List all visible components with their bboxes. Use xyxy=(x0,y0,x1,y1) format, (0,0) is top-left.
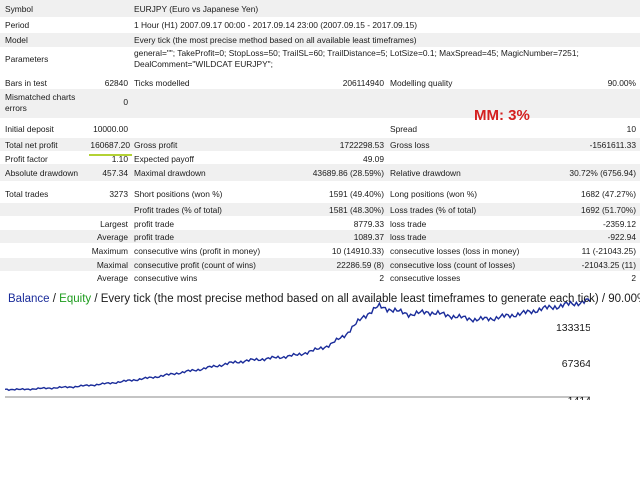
legend-balance: Balance xyxy=(8,293,50,305)
gross-loss-label: Gross loss xyxy=(390,140,430,150)
average-consecutive-label: Average xyxy=(96,273,128,283)
max-consecutive-losses-value: 11 (-21043.25) xyxy=(581,246,636,256)
symbol-label: Symbol xyxy=(5,4,33,14)
mm-annotation: MM: 3% xyxy=(474,107,530,124)
max-consecutive-wins-label: consecutive wins (profit in money) xyxy=(134,246,261,256)
y-tick-label: 133315 xyxy=(556,322,590,334)
average-label: Average xyxy=(96,232,128,242)
largest-profit-value: 8779.33 xyxy=(353,219,384,229)
chart-background xyxy=(5,292,590,400)
model-value: Every tick (the most precise method base… xyxy=(134,35,417,45)
ticks-value: 206114940 xyxy=(342,78,384,88)
profit-trades-value: 1581 (48.30%) xyxy=(329,205,384,215)
mismatch-label-2: errors xyxy=(5,103,27,113)
y-tick-label: 1414 xyxy=(568,395,590,400)
balance-chart: 133315 67364 1414 xyxy=(5,292,590,400)
largest-loss-value: -2359.12 xyxy=(602,219,636,229)
expected-payoff-value: 49.09 xyxy=(363,154,384,164)
deposit-label: Initial deposit xyxy=(5,124,54,134)
ticks-label: Ticks modelled xyxy=(134,78,190,88)
profit-factor-label: Profit factor xyxy=(5,154,48,164)
deposit-value: 10000.00 xyxy=(93,124,128,134)
absolute-drawdown-value: 457.34 xyxy=(102,168,128,178)
maximal-label: Maximal xyxy=(96,260,128,270)
relative-drawdown-label: Relative drawdown xyxy=(390,168,461,178)
gross-profit-value: 1722298.53 xyxy=(339,140,384,150)
maximal-consecutive-profit-value: 22286.59 (8) xyxy=(336,260,385,270)
maximal-consecutive-loss-value: -21043.25 (11) xyxy=(581,260,636,270)
max-consecutive-losses-label: consecutive losses (loss in money) xyxy=(390,246,520,256)
balance-line xyxy=(5,298,590,392)
short-positions-value: 1591 (49.40%) xyxy=(329,189,384,199)
spread-label: Spread xyxy=(390,124,418,134)
average-consecutive-losses-value: 2 xyxy=(631,273,636,283)
long-positions-label: Long positions (won %) xyxy=(390,189,478,199)
profit-factor-value: 1.10 xyxy=(111,154,128,164)
profit-trades-label: Profit trades (% of total) xyxy=(134,205,222,215)
average-consecutive-wins-value: 2 xyxy=(379,273,384,283)
y-tick-label: 67364 xyxy=(562,358,590,370)
legend-description: / Every tick (the most precise method ba… xyxy=(94,293,640,305)
maximum-label: Maximum xyxy=(91,246,128,256)
short-positions-label: Short positions (won %) xyxy=(134,189,223,199)
legend-separator: / xyxy=(52,293,56,305)
net-profit-value: 160687.20 xyxy=(90,140,130,150)
absolute-drawdown-label: Absolute drawdown xyxy=(5,168,79,178)
gross-loss-value: -1561611.33 xyxy=(589,140,636,150)
spread-value: 10 xyxy=(626,124,636,134)
symbol-value: EURJPY (Euro vs Japanese Yen) xyxy=(134,4,259,14)
net-profit-label: Total net profit xyxy=(5,140,58,150)
average-consecutive-wins-label: consecutive wins xyxy=(134,273,198,283)
period-value: 1 Hour (H1) 2007.09.17 00:00 - 2017.09.1… xyxy=(134,20,418,30)
chart-legend: Balance / Equity / Every tick (the most … xyxy=(8,293,640,305)
quality-value: 90.00% xyxy=(607,78,636,88)
loss-trades-label: Loss trades (% of total) xyxy=(390,205,477,215)
expected-payoff-label: Expected payoff xyxy=(134,154,194,164)
mismatch-value: 0 xyxy=(123,97,128,107)
relative-drawdown-value: 30.72% (6756.94) xyxy=(569,168,636,178)
net-profit-highlight xyxy=(89,154,132,156)
maximal-drawdown-value: 43689.86 (28.59%) xyxy=(312,168,384,178)
largest-loss-label: loss trade xyxy=(390,219,427,229)
parameters-line-1: general=""; TakeProfit=0; StopLoss=50; T… xyxy=(134,48,579,58)
average-profit-label: profit trade xyxy=(134,232,175,242)
bars-value: 62840 xyxy=(104,78,128,88)
bars-label: Bars in test xyxy=(5,78,47,88)
maximal-consecutive-loss-label: consecutive loss (count of losses) xyxy=(390,260,516,270)
largest-profit-label: profit trade xyxy=(134,219,175,229)
parameters-label: Parameters xyxy=(5,54,49,64)
parameters-line-2: DealComment="WILDCAT EURJPY"; xyxy=(134,59,273,69)
model-label: Model xyxy=(5,35,28,45)
max-consecutive-wins-value: 10 (14910.33) xyxy=(331,246,384,256)
largest-label: Largest xyxy=(100,219,128,229)
average-loss-label: loss trade xyxy=(390,232,427,242)
period-label: Period xyxy=(5,20,30,30)
maximal-consecutive-profit-label: consecutive profit (count of wins) xyxy=(134,260,256,270)
maximal-drawdown-label: Maximal drawdown xyxy=(134,168,206,178)
quality-label: Modelling quality xyxy=(390,78,453,88)
total-trades-value: 3273 xyxy=(109,189,128,199)
gross-profit-label: Gross profit xyxy=(134,140,178,150)
mismatch-label-1: Mismatched charts xyxy=(5,92,76,102)
legend-equity: Equity xyxy=(59,293,92,305)
average-loss-value: -922.94 xyxy=(607,232,636,242)
total-trades-label: Total trades xyxy=(5,189,49,199)
average-profit-value: 1089.37 xyxy=(353,232,384,242)
average-consecutive-losses-label: consecutive losses xyxy=(390,273,461,283)
long-positions-value: 1682 (47.27%) xyxy=(581,189,636,199)
loss-trades-value: 1692 (51.70%) xyxy=(581,205,636,215)
